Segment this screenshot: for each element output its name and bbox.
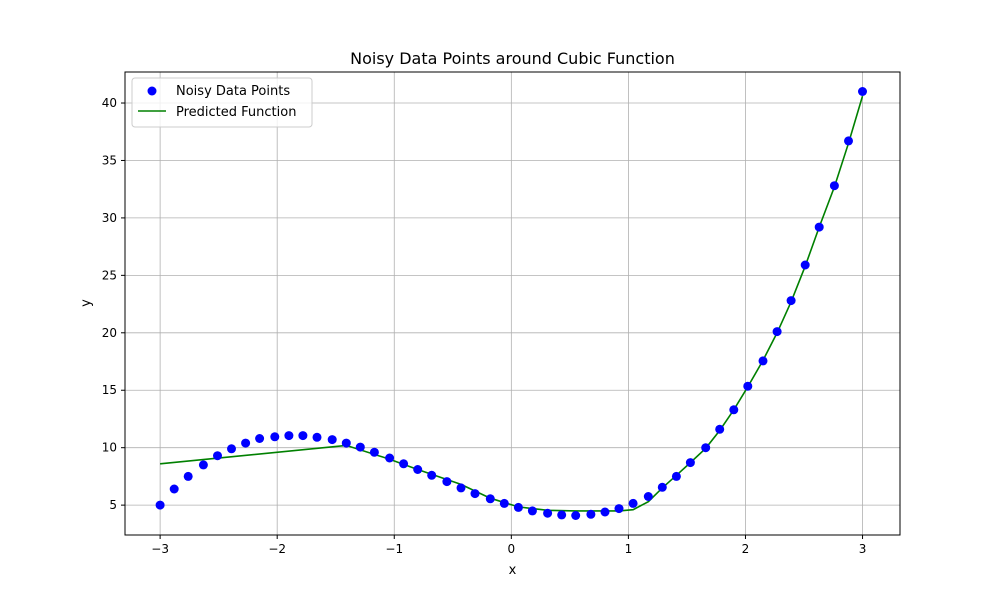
y-tick-label: 10 [102, 441, 117, 455]
x-tick-label: 2 [742, 542, 750, 556]
data-point [255, 434, 265, 443]
data-point [485, 494, 495, 504]
y-axis-label: y [79, 299, 94, 307]
data-point [643, 492, 653, 501]
data-point [628, 498, 638, 508]
chart-title: Noisy Data Points around Cubic Function [350, 49, 675, 68]
grid [125, 72, 900, 535]
y-tick-label: 25 [102, 268, 117, 282]
x-tick-label: −3 [151, 542, 169, 556]
data-point [671, 471, 681, 481]
data-point [600, 507, 610, 517]
data-point [385, 453, 395, 463]
data-point [858, 87, 867, 96]
data-point [355, 442, 365, 452]
data-point [499, 498, 509, 508]
data-point [543, 508, 553, 518]
data-point [571, 511, 581, 520]
data-point [413, 465, 423, 474]
data-point [270, 432, 280, 442]
data-point [614, 504, 624, 514]
data-point [442, 477, 452, 487]
data-point [155, 500, 165, 510]
data-point [399, 459, 409, 469]
x-tick-label: −1 [385, 542, 403, 556]
data-point [513, 502, 523, 512]
data-point [169, 484, 179, 494]
y-axis-ticks: 5 10 15 20 25 30 35 40 [102, 96, 125, 512]
data-point [312, 432, 322, 442]
data-point [456, 483, 466, 493]
y-tick-label: 5 [109, 498, 117, 512]
data-point [772, 327, 782, 337]
data-point [729, 405, 739, 415]
x-tick-label: 3 [859, 542, 867, 556]
data-point [298, 431, 308, 441]
data-point [701, 443, 711, 453]
data-point [844, 136, 853, 146]
legend: Noisy Data Points Predicted Function [131, 77, 313, 128]
legend-label-predicted-function: Predicted Function [176, 105, 296, 120]
legend-label-noisy-data-points: Noisy Data Points [176, 84, 290, 99]
data-point [213, 451, 222, 461]
data-point [586, 509, 596, 519]
data-point [241, 438, 251, 448]
legend-marker-noisy-data-points [147, 86, 157, 96]
x-tick-label: 0 [508, 542, 516, 556]
y-tick-label: 20 [102, 326, 117, 340]
data-point [369, 447, 379, 457]
data-point [557, 510, 567, 520]
data-point [183, 471, 193, 481]
data-point [198, 460, 208, 470]
x-tick-label: 1 [625, 542, 633, 556]
data-point [715, 424, 725, 434]
data-point [327, 435, 337, 445]
data-point [470, 489, 480, 499]
data-point [800, 260, 810, 270]
scatter-points-layer [155, 87, 867, 520]
data-point [284, 431, 294, 441]
y-tick-label: 35 [102, 153, 117, 167]
data-point [743, 381, 753, 391]
data-point [341, 438, 351, 448]
legend-box [131, 77, 313, 128]
data-point [427, 470, 437, 480]
y-tick-label: 15 [102, 383, 117, 397]
x-tick-label: −2 [268, 542, 286, 556]
data-point [657, 482, 667, 492]
plot-frame [124, 71, 901, 536]
data-point [527, 506, 537, 516]
x-axis-ticks: −3 −2 −1 0 1 2 3 [151, 535, 866, 556]
y-tick-label: 40 [102, 96, 117, 110]
data-point [829, 181, 839, 191]
data-point [227, 444, 236, 454]
x-axis-label: x [509, 563, 517, 578]
y-tick-label: 30 [102, 211, 117, 225]
data-point [814, 222, 824, 232]
data-point [685, 458, 695, 468]
data-point [786, 296, 796, 306]
data-point [758, 356, 768, 366]
